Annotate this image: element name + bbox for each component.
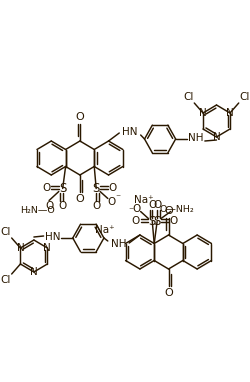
Text: N: N bbox=[16, 243, 24, 253]
Text: O: O bbox=[76, 112, 84, 122]
Text: O: O bbox=[148, 199, 156, 209]
Text: N: N bbox=[199, 108, 207, 118]
Text: O: O bbox=[76, 194, 84, 204]
Text: O: O bbox=[42, 183, 50, 193]
Text: O: O bbox=[58, 201, 67, 210]
Text: HN: HN bbox=[122, 127, 138, 137]
Text: O: O bbox=[132, 215, 140, 225]
Text: Cl: Cl bbox=[1, 275, 11, 285]
Text: O: O bbox=[132, 204, 141, 214]
Text: NH: NH bbox=[111, 239, 126, 249]
Text: O: O bbox=[164, 206, 173, 216]
Text: O: O bbox=[108, 183, 117, 193]
Text: N: N bbox=[44, 243, 51, 253]
Text: HN: HN bbox=[44, 232, 60, 242]
Text: Na⁺: Na⁺ bbox=[95, 225, 114, 235]
Text: N: N bbox=[30, 267, 38, 277]
Text: N: N bbox=[226, 108, 234, 118]
Text: NH: NH bbox=[188, 133, 204, 143]
Text: S: S bbox=[154, 215, 161, 228]
Text: O: O bbox=[92, 201, 100, 210]
Text: ⁻: ⁻ bbox=[115, 194, 120, 204]
Text: O: O bbox=[108, 196, 116, 207]
Text: ⁻: ⁻ bbox=[128, 207, 134, 217]
Text: S: S bbox=[92, 182, 100, 195]
Text: Cl: Cl bbox=[183, 92, 194, 102]
Text: H₂N—O: H₂N—O bbox=[20, 206, 55, 215]
Text: O: O bbox=[164, 288, 173, 298]
Text: Cl: Cl bbox=[1, 227, 11, 237]
Text: Cl: Cl bbox=[240, 92, 250, 102]
Text: O: O bbox=[170, 215, 178, 225]
Text: S: S bbox=[148, 215, 156, 228]
Text: O: O bbox=[45, 201, 53, 210]
Text: Na⁺: Na⁺ bbox=[134, 195, 154, 205]
Text: N: N bbox=[213, 132, 220, 142]
Text: S: S bbox=[59, 182, 66, 195]
Text: O: O bbox=[153, 199, 161, 209]
Text: O—NH₂: O—NH₂ bbox=[159, 205, 194, 214]
